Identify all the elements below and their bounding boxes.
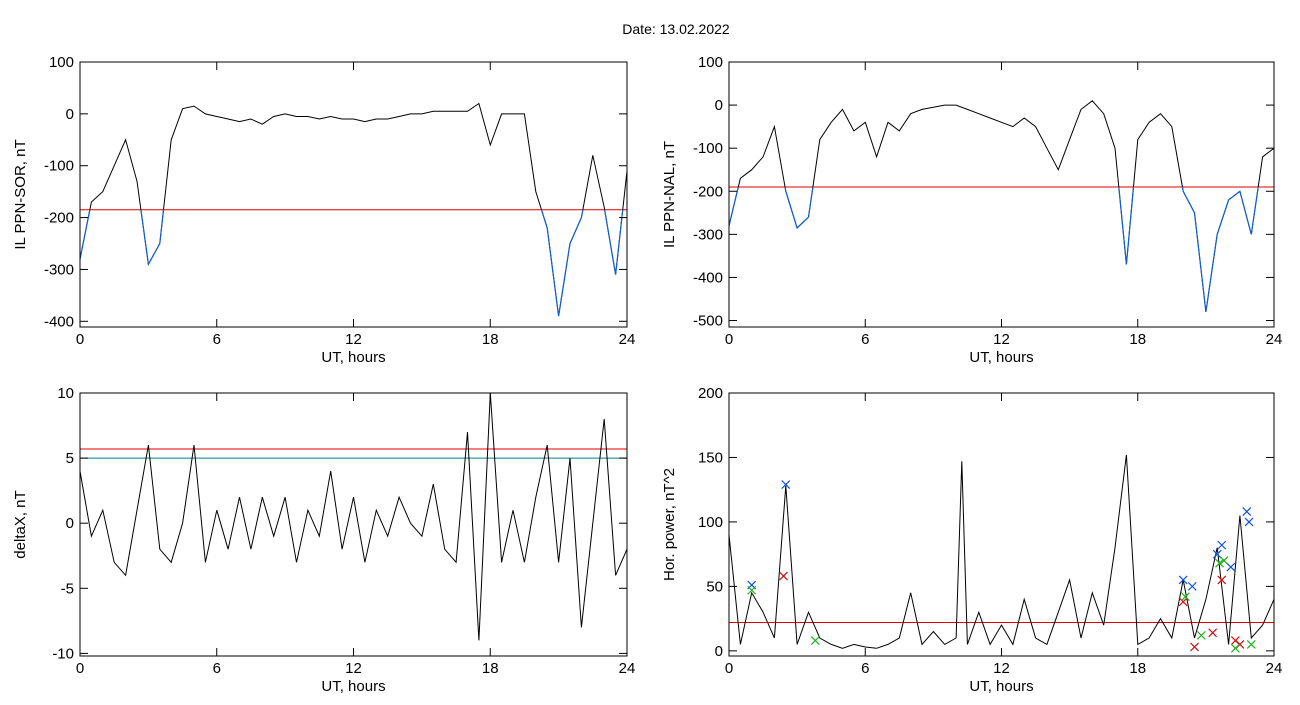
y-tick-label: -400 [44,313,74,330]
cross-marker [781,480,791,489]
y-tick-label: 5 [66,450,74,467]
x-tick-label: 18 [1129,660,1146,677]
x-tick-label: 12 [345,660,362,677]
y-tick-label: 200 [698,385,723,402]
x-tick-label: 24 [1266,660,1283,677]
y-axis-label: Hor. power, nT^2 [661,468,678,581]
cross-marker [1242,507,1252,517]
cross-marker [1196,630,1206,640]
y-tick-label: 100 [698,514,723,531]
cross-marker [1244,517,1254,527]
cross-marker [1187,581,1197,591]
x-tick-label: 18 [1129,331,1146,348]
y-tick-label: -200 [693,183,723,200]
x-tick-label: 12 [345,331,362,348]
y-tick-label: 10 [57,385,74,402]
y-tick-label: 50 [706,578,723,595]
y-tick-label: 150 [698,449,723,466]
cross-marker [1217,575,1227,585]
x-tick-label: 18 [482,660,499,677]
x-tick-label: 6 [861,331,869,348]
x-axis-label: UT, hours [969,349,1033,366]
x-tick-label: 0 [725,660,733,677]
y-tick-label: -500 [693,313,723,330]
y-tick-label: -300 [693,226,723,243]
y-tick-label: -200 [44,210,74,227]
cross-marker [1219,556,1229,566]
cross-marker [810,636,820,645]
x-axis-label: UT, hours [969,678,1033,695]
y-tick-label: 0 [715,643,723,660]
cross-marker [1215,558,1224,568]
y-tick-label: 0 [66,515,74,532]
x-axis-label: UT, hours [321,349,385,366]
data-line [80,393,627,641]
x-tick-label: 6 [213,660,221,677]
y-tick-label: -400 [693,269,723,286]
y-axis-label: deltaX, nT [12,490,29,558]
cross-marker [779,571,788,581]
data-line [80,102,627,317]
x-tick-label: 24 [619,331,636,348]
below-threshold-line [729,186,1259,312]
x-tick-label: 24 [1266,331,1283,348]
date-title: Date: 13.02.2022 [622,21,730,37]
cross-marker [1246,639,1256,649]
y-axis-label: IL PPN-NAL, nT [661,141,678,248]
cross-marker [1178,597,1188,607]
x-tick-label: 24 [619,660,636,677]
x-tick-label: 12 [993,660,1010,677]
y-tick-label: -100 [693,140,723,157]
y-tick-label: 0 [715,97,723,114]
cross-marker [1190,642,1199,652]
y-tick-label: 0 [66,106,74,123]
cross-marker [747,585,757,595]
x-tick-label: 0 [76,660,84,677]
cross-marker [1217,540,1227,550]
y-tick-label: -5 [61,580,74,597]
x-tick-label: 6 [861,660,869,677]
below-group [729,186,1259,312]
cross-marker [1208,628,1218,638]
cross-marker [1230,643,1240,653]
y-tick-label: 100 [49,54,74,71]
x-tick-label: 12 [993,331,1010,348]
cross-marker [1178,575,1188,585]
x-tick-label: 6 [213,331,221,348]
y-tick-label: -300 [44,261,74,278]
x-axis-label: UT, hours [321,678,385,695]
cross-marker [1181,592,1190,602]
y-tick-label: 100 [698,54,723,71]
y-tick-label: -10 [52,645,74,662]
x-tick-label: 18 [482,331,499,348]
y-axis-label: IL PPN-SOR, nT [12,139,29,249]
x-tick-label: 0 [76,331,84,348]
data-line [729,454,1274,649]
y-tick-label: -100 [44,158,74,175]
x-tick-label: 0 [725,331,733,348]
